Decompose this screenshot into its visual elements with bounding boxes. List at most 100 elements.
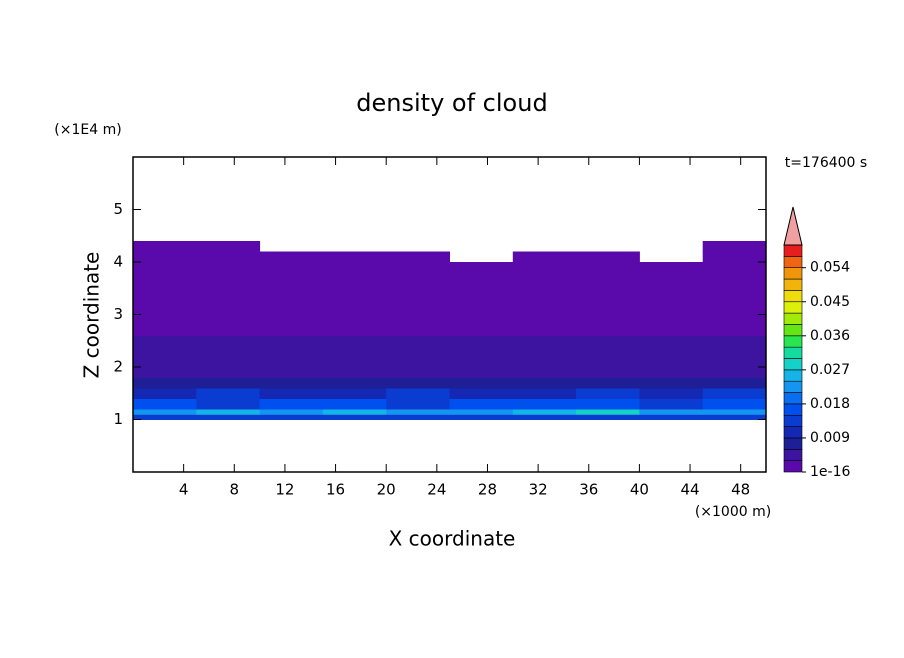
contour-cell <box>133 388 197 399</box>
contour-cell <box>196 335 261 352</box>
contour-cell <box>133 367 197 378</box>
contour-cell <box>259 262 324 289</box>
colorbar-tick-label: 0.036 <box>810 328 850 344</box>
contour-cell <box>133 414 197 420</box>
contour-cell <box>196 314 261 336</box>
x-tick-label: 24 <box>427 481 446 499</box>
contour-cell <box>639 398 704 410</box>
contour-cell <box>322 335 387 352</box>
x-tick-label: 32 <box>529 481 548 499</box>
contour-cell <box>196 398 261 410</box>
contour-cell <box>322 351 387 368</box>
contour-cell <box>259 398 324 410</box>
contour-cell <box>449 388 514 399</box>
contour-cell <box>322 388 387 399</box>
y-axis-label: Z coordinate <box>80 252 104 379</box>
contour-cell <box>196 409 261 415</box>
contour-cell <box>386 414 450 420</box>
contour-cell <box>639 388 704 399</box>
colorbar-band <box>783 460 803 473</box>
contour-cell <box>196 288 261 315</box>
x-tick-label: 40 <box>630 481 649 499</box>
contour-cell <box>322 414 387 420</box>
contour-cell <box>386 351 450 368</box>
contour-cell <box>702 251 767 263</box>
contour-cell <box>576 351 640 368</box>
y-tick-label: 4 <box>113 253 123 271</box>
colorbar-band <box>783 448 803 461</box>
contour-cell <box>639 335 704 352</box>
contour-cell <box>322 262 387 289</box>
contour-cell <box>133 409 197 415</box>
colorbar-band <box>783 380 803 393</box>
contour-cell <box>512 251 577 263</box>
x-tick-label: 44 <box>680 481 699 499</box>
contour-cell <box>639 262 704 289</box>
contour-cell <box>639 351 704 368</box>
contour-cell <box>259 314 324 336</box>
contour-cell <box>386 398 450 410</box>
contour-cell <box>639 288 704 315</box>
contour-cell <box>196 251 261 263</box>
contour-cell <box>196 241 261 252</box>
x-tick-label: 36 <box>579 481 598 499</box>
x-tick-label: 28 <box>478 481 497 499</box>
colorbar-tick-label: 1e-16 <box>810 464 850 480</box>
contour-cell <box>576 335 640 352</box>
contour-cell <box>386 367 450 378</box>
colorbar-tick-label: 0.018 <box>810 396 850 412</box>
x-axis-label: X coordinate <box>389 527 516 551</box>
contour-cell <box>512 314 577 336</box>
contour-cell <box>259 251 324 263</box>
colorbar-band <box>783 324 803 337</box>
contour-cell <box>449 398 514 410</box>
contour-cell <box>322 409 387 415</box>
contour-cell <box>449 409 514 415</box>
colorbar-band <box>783 346 803 359</box>
contour-cell <box>133 288 197 315</box>
colorbar-band <box>783 278 803 291</box>
contour-cell <box>576 409 640 415</box>
contour-cell <box>702 241 767 252</box>
contour-cell <box>449 377 514 389</box>
contour-cell <box>259 414 324 420</box>
colorbar-band <box>783 414 803 427</box>
contour-cell <box>196 388 261 399</box>
colorbar-band <box>783 290 803 303</box>
contour-cell <box>639 367 704 378</box>
contour-cell <box>576 388 640 399</box>
contour-cell <box>259 351 324 368</box>
contour-cell <box>576 251 640 263</box>
contour-cell <box>576 288 640 315</box>
colorbar-tick-label: 0.054 <box>810 260 850 276</box>
contour-cell <box>386 335 450 352</box>
colorbar-band <box>783 369 803 382</box>
y-unit: (×1E4 m) <box>54 122 121 138</box>
contour-cell <box>133 351 197 368</box>
colorbar-band <box>783 256 803 269</box>
contour-cell <box>702 335 767 352</box>
contour-cell <box>259 409 324 415</box>
contour-cell <box>639 314 704 336</box>
contour-cell <box>133 241 197 252</box>
contour-cell <box>576 414 640 420</box>
contour-cell <box>386 262 450 289</box>
contour-cell <box>702 388 767 399</box>
contour-cell <box>386 377 450 389</box>
contour-cell <box>386 314 450 336</box>
contour-cell <box>449 414 514 420</box>
contour-cell <box>639 409 704 415</box>
contour-cell <box>386 251 450 263</box>
contour-cell <box>512 262 577 289</box>
contour-cell <box>576 377 640 389</box>
contour-cell <box>386 388 450 399</box>
y-tick-label: 3 <box>113 305 123 323</box>
contour-cell <box>639 377 704 389</box>
contour-cell <box>702 314 767 336</box>
contour-cell <box>449 335 514 352</box>
contour-cell <box>133 314 197 336</box>
y-tick-label: 1 <box>113 410 123 428</box>
contour-cell <box>322 398 387 410</box>
